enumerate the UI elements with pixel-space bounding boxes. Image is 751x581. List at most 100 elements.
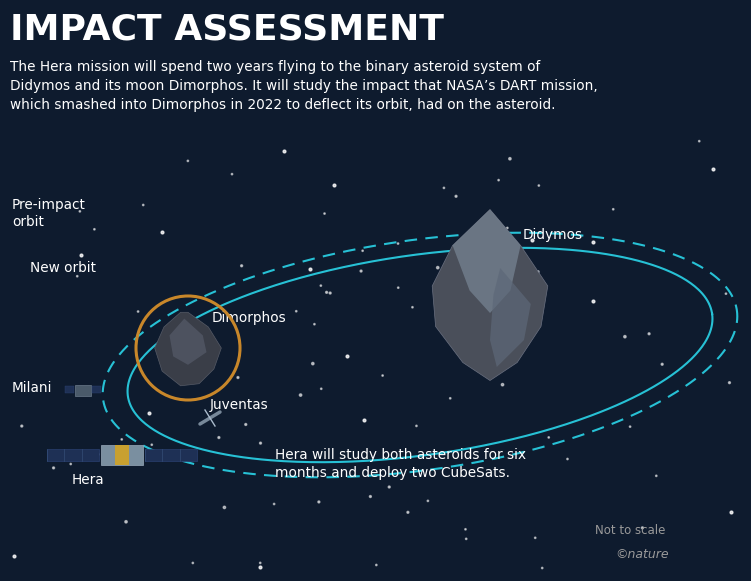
Point: [460, 525, 472, 534]
Point: [392, 239, 404, 248]
Point: [92, 450, 104, 459]
Point: [432, 263, 444, 272]
Text: New orbit: New orbit: [30, 261, 96, 275]
Point: [303, 264, 315, 274]
Point: [465, 301, 477, 310]
Text: Juventas: Juventas: [210, 398, 269, 412]
Text: Milani: Milani: [12, 381, 53, 395]
Point: [182, 156, 194, 166]
Point: [587, 237, 599, 246]
Text: ©nature: ©nature: [615, 548, 668, 561]
Point: [65, 460, 77, 469]
Point: [402, 508, 414, 517]
FancyBboxPatch shape: [92, 386, 101, 393]
Point: [170, 374, 182, 383]
Point: [341, 352, 353, 361]
Point: [723, 378, 735, 388]
Point: [71, 271, 83, 281]
Point: [650, 471, 662, 480]
Text: IMPACT ASSESSMENT: IMPACT ASSESSMENT: [10, 12, 444, 46]
Point: [75, 250, 87, 260]
FancyBboxPatch shape: [145, 449, 197, 461]
Point: [236, 261, 248, 270]
Point: [156, 227, 168, 236]
Point: [462, 259, 474, 268]
Point: [8, 551, 20, 561]
Point: [451, 305, 463, 314]
Point: [526, 235, 538, 245]
Point: [512, 272, 524, 282]
Point: [16, 421, 28, 431]
Point: [294, 390, 306, 400]
Point: [467, 356, 479, 365]
Point: [232, 373, 244, 382]
Point: [327, 181, 339, 190]
Point: [370, 560, 382, 569]
Point: [47, 463, 59, 472]
Point: [170, 373, 182, 382]
Point: [315, 384, 327, 393]
Point: [460, 534, 472, 543]
Point: [89, 225, 101, 234]
Polygon shape: [453, 210, 520, 313]
Point: [355, 267, 367, 276]
Text: Dimorphos: Dimorphos: [212, 311, 287, 325]
Point: [315, 281, 327, 290]
Point: [438, 183, 450, 192]
Point: [254, 558, 266, 568]
Point: [358, 415, 370, 425]
Point: [255, 439, 267, 448]
Point: [392, 283, 404, 292]
Point: [213, 433, 225, 442]
Text: Didymos: Didymos: [523, 228, 583, 242]
Point: [562, 454, 574, 464]
Point: [383, 482, 395, 492]
Polygon shape: [490, 268, 531, 367]
Point: [493, 175, 505, 185]
Point: [656, 360, 668, 369]
Text: Hera will study both asteroids for six
months and deploy two CubeSats.: Hera will study both asteroids for six m…: [275, 448, 526, 480]
Point: [450, 192, 462, 201]
Point: [307, 359, 319, 368]
Point: [146, 440, 158, 449]
Text: The Hera mission will spend two years flying to the binary asteroid system of
Di: The Hera mission will spend two years fl…: [10, 60, 598, 112]
Point: [406, 303, 418, 312]
Point: [411, 421, 423, 431]
Point: [496, 380, 508, 389]
Point: [707, 164, 719, 174]
Point: [321, 288, 333, 297]
Point: [268, 499, 280, 508]
Point: [608, 205, 620, 214]
Point: [74, 207, 86, 216]
Point: [324, 288, 336, 297]
Point: [132, 307, 144, 316]
Point: [725, 507, 737, 517]
Point: [533, 181, 545, 190]
Point: [693, 137, 705, 146]
Point: [313, 497, 325, 507]
Point: [137, 200, 149, 210]
Point: [290, 307, 302, 316]
Polygon shape: [155, 313, 222, 386]
Point: [116, 435, 128, 444]
FancyBboxPatch shape: [65, 386, 74, 393]
Point: [543, 433, 555, 442]
Point: [376, 371, 388, 380]
Point: [720, 289, 732, 298]
Point: [619, 332, 631, 341]
Point: [504, 154, 516, 163]
Point: [357, 246, 369, 256]
Point: [536, 564, 548, 573]
Text: Hera: Hera: [71, 473, 104, 487]
FancyBboxPatch shape: [75, 385, 91, 396]
Point: [226, 170, 238, 179]
FancyBboxPatch shape: [115, 445, 129, 465]
Point: [364, 492, 376, 501]
Point: [445, 394, 457, 403]
Point: [143, 408, 155, 418]
Point: [318, 209, 330, 218]
FancyBboxPatch shape: [47, 449, 99, 461]
FancyBboxPatch shape: [101, 445, 143, 465]
Point: [624, 422, 636, 431]
Polygon shape: [432, 210, 547, 381]
